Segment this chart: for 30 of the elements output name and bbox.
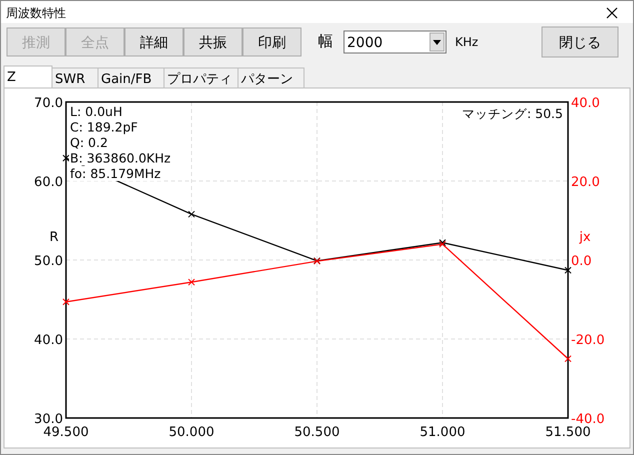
y2-tick-label: 20.0 bbox=[571, 175, 600, 190]
annotation: L: 0.0uH bbox=[70, 104, 122, 119]
y2-tick-label: 0.0 bbox=[571, 254, 592, 269]
y-tick-label: 40.0 bbox=[34, 333, 63, 348]
y2-tick-label: 40.0 bbox=[571, 96, 600, 111]
point bbox=[62, 298, 70, 306]
chart-title: 周波数特性 bbox=[6, 6, 66, 20]
y2-tick-label: -20.0 bbox=[571, 333, 605, 348]
x-tick-label: 50.000 bbox=[168, 425, 214, 440]
annotation: fo: 85.179MHz bbox=[70, 166, 162, 181]
y-tick-label: 50.0 bbox=[34, 254, 63, 269]
y-tick-label: 30.0 bbox=[34, 412, 63, 427]
y-tick-label: 70.0 bbox=[34, 96, 63, 111]
x-tick-label: 50.500 bbox=[294, 425, 340, 440]
x-tick-label: 51.500 bbox=[545, 425, 591, 440]
annotation: B: 363860.0KHz bbox=[70, 150, 171, 166]
point bbox=[564, 266, 572, 274]
y-axis-title: R bbox=[49, 230, 59, 245]
point bbox=[188, 210, 195, 218]
point bbox=[564, 355, 572, 362]
annotation: C: 189.2pF bbox=[70, 120, 138, 134]
point bbox=[188, 278, 195, 286]
annotation: Q: 0.2 bbox=[70, 135, 108, 150]
point bbox=[62, 154, 70, 162]
y2-axis-title: jx bbox=[578, 230, 591, 245]
y-tick-label: 60.0 bbox=[34, 175, 63, 190]
annotation: マッチング: 50.5 bbox=[462, 106, 563, 121]
y2-tick-label: -40.0 bbox=[571, 412, 605, 427]
x-tick-label: 51.000 bbox=[420, 425, 466, 440]
x-tick-label: 49.500 bbox=[43, 425, 89, 440]
